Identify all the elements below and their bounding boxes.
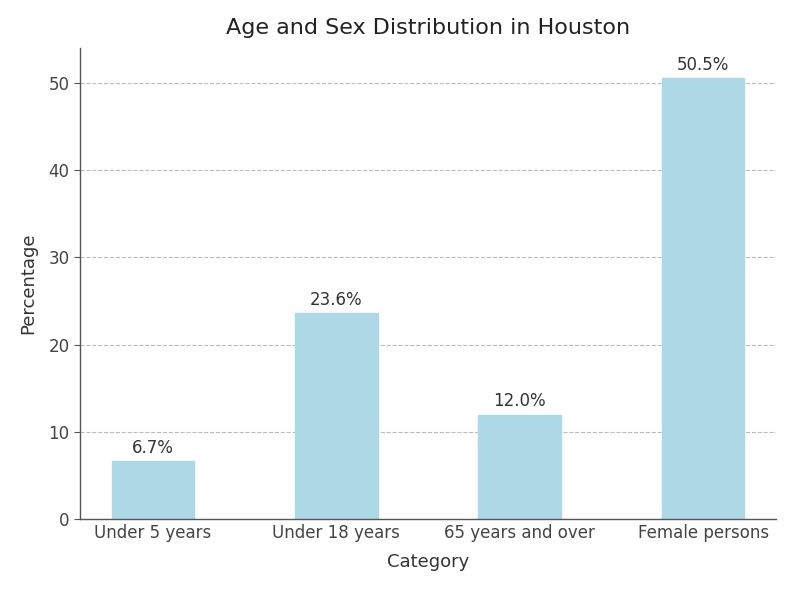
Bar <box>112 461 194 519</box>
Y-axis label: Percentage: Percentage <box>19 233 38 334</box>
Bar <box>662 78 744 519</box>
Title: Age and Sex Distribution in Houston: Age and Sex Distribution in Houston <box>226 18 630 38</box>
Text: 6.7%: 6.7% <box>132 439 174 457</box>
Text: 50.5%: 50.5% <box>677 56 730 74</box>
Bar <box>478 414 561 519</box>
X-axis label: Category: Category <box>387 553 469 571</box>
Text: 12.0%: 12.0% <box>494 392 546 410</box>
Text: 23.6%: 23.6% <box>310 291 362 309</box>
Bar <box>295 313 378 519</box>
